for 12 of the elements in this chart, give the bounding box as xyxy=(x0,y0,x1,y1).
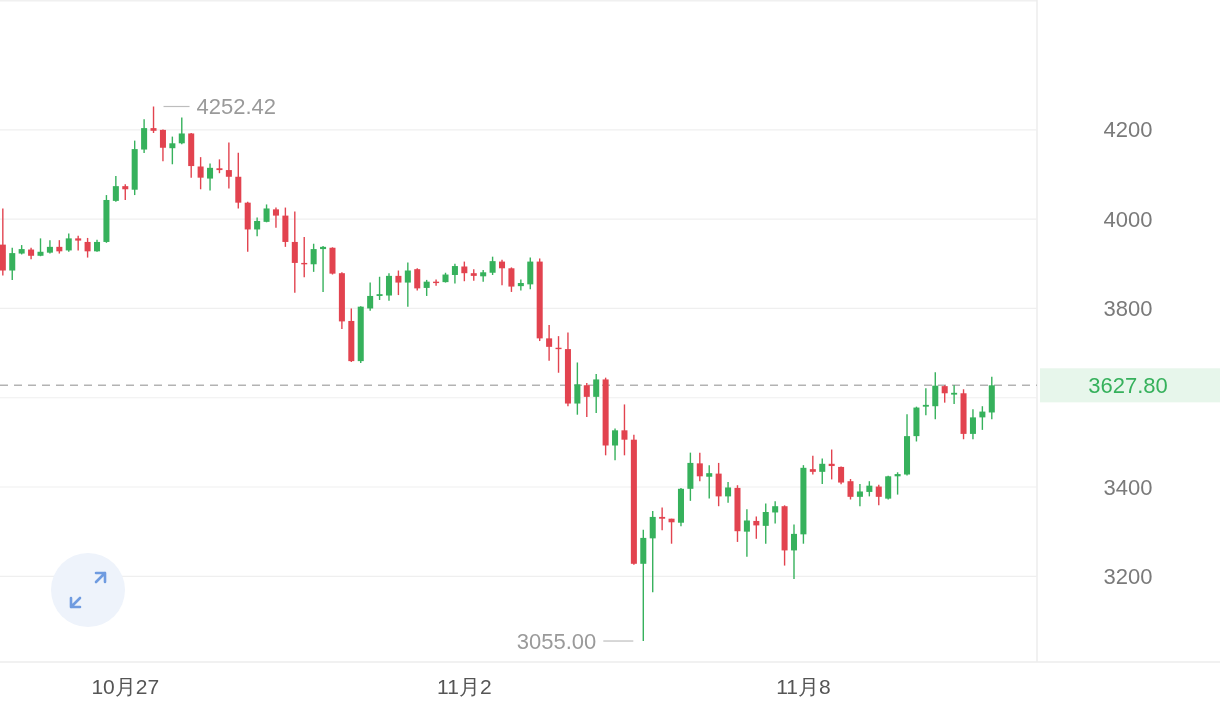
x-tick-label: 10月27 xyxy=(91,674,160,698)
y-tick-label: 3400 xyxy=(1103,474,1153,500)
ref-label: 3627.80 xyxy=(1040,368,1220,403)
ref-line-label: 3627.80 xyxy=(1088,372,1168,398)
y-tick-label: 4200 xyxy=(1103,117,1153,143)
x-tick-label: 11月8 xyxy=(776,674,831,698)
annotation: 3055.00 xyxy=(516,628,597,654)
y-tick-label: 4000 xyxy=(1103,206,1153,232)
annotation: 4252.42 xyxy=(196,94,277,119)
y-tick-label: 3200 xyxy=(1103,563,1153,589)
x-tick-label: 11月2 xyxy=(437,674,492,698)
y-tick-label: 3800 xyxy=(1103,295,1153,321)
